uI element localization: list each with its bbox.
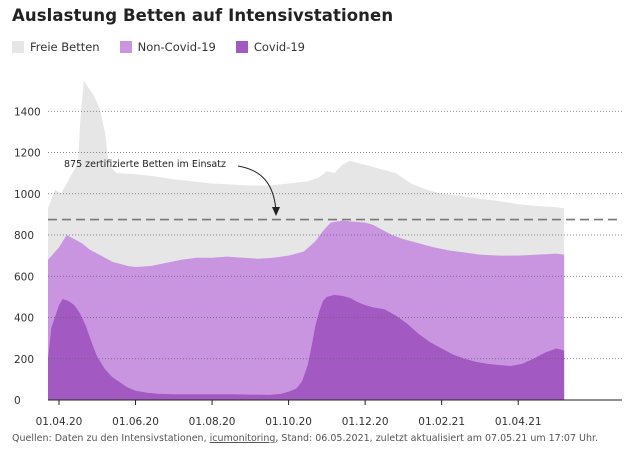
legend-swatch-covid (235, 41, 248, 53)
y-tick-label-400: 400 (14, 313, 34, 325)
y-tick-label-600: 600 (14, 271, 34, 283)
y-tick-label-800: 800 (14, 230, 34, 242)
x-tick-label-4: 01.12.20 (342, 416, 389, 428)
annotation-arrow (237, 165, 277, 212)
legend-label-covid: Covid-19 (253, 40, 305, 54)
legend-swatch-non-covid (119, 41, 132, 53)
area-covid (48, 294, 565, 400)
chart-title: Auslastung Betten auf Intensivstationen (12, 6, 394, 25)
y-tick-label-1200: 1200 (14, 148, 41, 160)
legend-label-freie-betten: Freie Betten (30, 40, 100, 54)
source-prefix: Quellen: Daten zu den Intensivstationen, (12, 433, 210, 444)
legend: Freie Betten Non-Covid-19 Covid-19 (12, 40, 325, 54)
x-tick-label-1: 01.06.20 (112, 416, 159, 428)
source-link-icumonitoring[interactable]: icumonitoring (209, 433, 276, 444)
x-tick-label-6: 01.04.21 (495, 416, 542, 428)
x-tick-label-2: 01.08.20 (189, 416, 236, 428)
area-chart: 0 200 400 600 800 1000 1200 1400 01.04.20 01.06.2… (14, 80, 622, 428)
annotation-arrowhead (272, 207, 280, 216)
legend-item-non-covid: Non-Covid-19 (119, 40, 216, 54)
legend-swatch-freie-betten (12, 41, 24, 53)
reference-line-label: 875 zertifizierte Betten im Einsatz (64, 159, 226, 170)
y-tick-label-1000: 1000 (14, 189, 41, 201)
x-tick-label-3: 01.10.20 (265, 416, 312, 428)
source-note: Quellen: Daten zu den Intensivstationen,… (12, 433, 598, 444)
y-tick-label-1400: 1400 (14, 106, 41, 118)
y-tick-label-0: 0 (14, 395, 21, 407)
legend-label-non-covid: Non-Covid-19 (137, 40, 216, 54)
source-suffix: , Stand: 06.05.2021, zuletzt aktualisier… (275, 433, 599, 444)
y-tick-label-200: 200 (14, 354, 34, 366)
legend-item-covid: Covid-19 (235, 40, 305, 54)
x-tick-label-0: 01.04.20 (36, 416, 83, 428)
x-tick-label-5: 01.02.21 (418, 416, 465, 428)
legend-item-freie-betten: Freie Betten (12, 40, 100, 54)
